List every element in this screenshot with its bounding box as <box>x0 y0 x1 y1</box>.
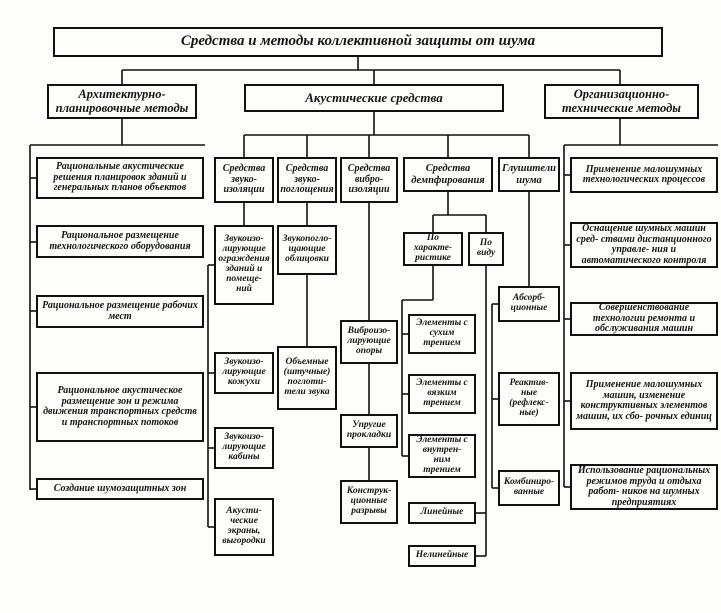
node-arch5: Создание шумозащитных зон <box>36 478 204 500</box>
node-isol1: Звукоизо- лирующие ограждения зданий и п… <box>214 225 274 305</box>
node-org: Организационно- технические методы <box>544 84 699 119</box>
node-demp5: Нелинейные <box>408 545 476 567</box>
node-demp4: Линейные <box>408 502 476 524</box>
node-org3: Совершенствование технологии ремонта и о… <box>570 302 718 336</box>
node-demp3: Элементы с внутрен- ним трением <box>408 434 476 478</box>
diagram-canvas: Средства и методы коллективной защиты от… <box>0 0 721 613</box>
node-sil2: Реактив- ные (рефлекс- ные) <box>498 372 560 426</box>
node-vib2: Упругие прокладки <box>340 414 398 448</box>
node-sil3: Комбиниро- ванные <box>498 470 560 506</box>
node-arch4: Рациональное акустическое размещение зон… <box>36 372 204 442</box>
node-arch: Архитектурно- планировочные методы <box>47 84 197 119</box>
node-abs: Средства звуко- поглощения <box>277 157 337 203</box>
node-isol3: Звукоизо- лирующие кабины <box>214 427 274 469</box>
node-silen: Глушители шума <box>498 157 560 192</box>
node-sil1: Абсорб- ционные <box>498 286 560 322</box>
node-abs1: Звукопогло- щающие облицовки <box>277 225 337 275</box>
node-org2: Оснащение шумных машин сред- ствами дист… <box>570 222 718 268</box>
node-org5: Использование рациональных режимов труда… <box>570 464 718 510</box>
node-arch1: Рациональные акустические решения планир… <box>36 157 204 199</box>
node-vib3: Конструк- ционные разрывы <box>340 480 398 524</box>
node-vib1: Виброизо- лирующие опоры <box>340 320 398 364</box>
node-isol: Средства звуко- изоляции <box>214 157 274 203</box>
node-demp-kind: По виду <box>468 232 504 266</box>
node-demp-char: По характе- ристике <box>403 232 463 266</box>
node-demp1: Элементы с сухим трением <box>408 314 476 354</box>
node-abs2: Объемные (штучные) поглоти- тели звука <box>277 346 337 410</box>
node-demp: Средства демпфирования <box>403 157 493 192</box>
node-isol4: Акусти- ческие экраны, выгородки <box>214 498 274 556</box>
node-isol2: Звукоизо- лирующие кожухи <box>214 352 274 394</box>
node-demp2: Элементы с вязким трением <box>408 374 476 414</box>
node-org4: Применение малошумных машин, изменение к… <box>570 372 718 430</box>
node-root: Средства и методы коллективной защиты от… <box>53 27 663 57</box>
node-acoustic: Акустические средства <box>244 84 504 112</box>
node-arch3: Рациональное размещение рабочих мест <box>36 295 204 328</box>
node-arch2: Рациональное размещение технологического… <box>36 225 204 258</box>
node-vibro: Средства вибро- изоляции <box>340 157 398 203</box>
node-org1: Применение малошумных технологических пр… <box>570 157 718 193</box>
